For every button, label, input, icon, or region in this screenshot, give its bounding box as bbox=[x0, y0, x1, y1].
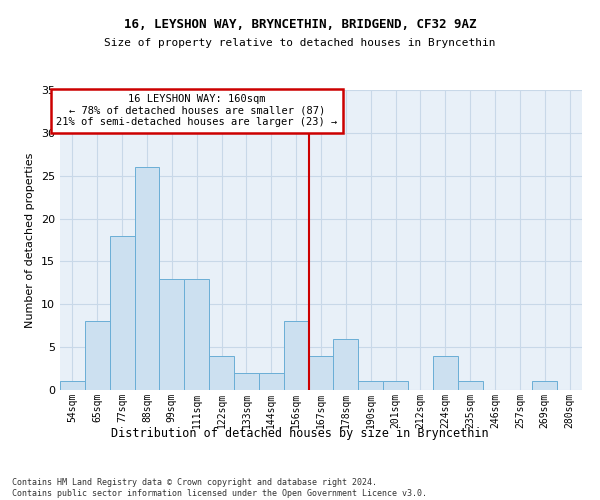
Y-axis label: Number of detached properties: Number of detached properties bbox=[25, 152, 35, 328]
Bar bbox=[110, 236, 134, 390]
Bar bbox=[433, 356, 458, 390]
Text: Distribution of detached houses by size in Bryncethin: Distribution of detached houses by size … bbox=[111, 428, 489, 440]
Text: Size of property relative to detached houses in Bryncethin: Size of property relative to detached ho… bbox=[104, 38, 496, 48]
Bar bbox=[85, 322, 110, 390]
Bar bbox=[334, 338, 358, 390]
Bar bbox=[259, 373, 284, 390]
Bar bbox=[383, 382, 408, 390]
Bar bbox=[184, 278, 209, 390]
Bar bbox=[209, 356, 234, 390]
Text: 16, LEYSHON WAY, BRYNCETHIN, BRIDGEND, CF32 9AZ: 16, LEYSHON WAY, BRYNCETHIN, BRIDGEND, C… bbox=[124, 18, 476, 30]
Text: 16 LEYSHON WAY: 160sqm
← 78% of detached houses are smaller (87)
21% of semi-det: 16 LEYSHON WAY: 160sqm ← 78% of detached… bbox=[56, 94, 337, 128]
Bar bbox=[532, 382, 557, 390]
Bar bbox=[234, 373, 259, 390]
Bar bbox=[60, 382, 85, 390]
Bar bbox=[134, 167, 160, 390]
Bar bbox=[308, 356, 334, 390]
Text: Contains HM Land Registry data © Crown copyright and database right 2024.
Contai: Contains HM Land Registry data © Crown c… bbox=[12, 478, 427, 498]
Bar bbox=[458, 382, 482, 390]
Bar bbox=[160, 278, 184, 390]
Bar bbox=[284, 322, 308, 390]
Bar bbox=[358, 382, 383, 390]
